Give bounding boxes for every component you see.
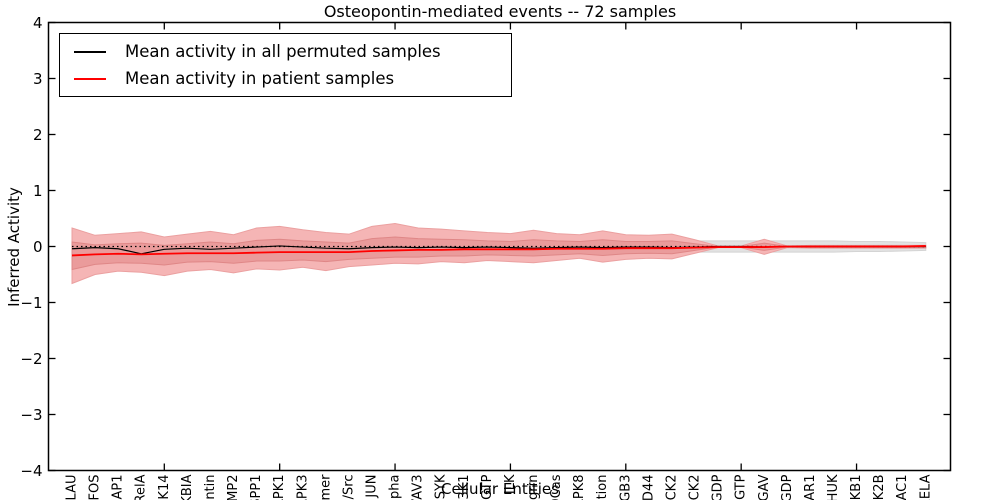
- x-category-label: RELA: [918, 474, 933, 500]
- y-tick-label: 0: [33, 238, 43, 256]
- x-category-label: MAP3K14: [157, 475, 172, 500]
- x-category-label: MAPK1: [272, 475, 287, 500]
- patient-mean-line: [71, 245, 926, 257]
- legend-item-permuted: Mean activity in all permuted samples: [60, 39, 511, 65]
- x-category-label: NF kappa B1 p50/RelA: [134, 474, 149, 500]
- y-tick-label: 2: [33, 126, 43, 144]
- x-category-label: Rac1/GTP: [480, 474, 495, 500]
- y-tick-label: 3: [33, 70, 43, 88]
- x-category-label: RAC1: [895, 475, 910, 500]
- patient-line-swatch: [74, 77, 106, 80]
- x-category-label: alphaV/beta3 Integrin/Osteopontin/Src: [341, 475, 356, 500]
- y-tick-label: −1: [20, 294, 42, 312]
- x-category-label: ILK: [503, 474, 518, 494]
- y-tick-label: −3: [20, 406, 42, 424]
- x-category-label: ITGAV: [757, 474, 772, 500]
- legend: Mean activity in all permuted samples Me…: [59, 33, 512, 97]
- x-category-label: IKK alpha homodimer: [318, 474, 333, 500]
- chart-title: Osteopontin-mediated events -- 72 sample…: [323, 2, 677, 21]
- x-category-label: mol:GTP: [734, 474, 749, 500]
- legend-label-patient: Mean activity in patient samples: [125, 69, 395, 88]
- x-category-label: bone resorption: [595, 475, 610, 500]
- x-category-label: CD44: [641, 475, 656, 500]
- y-axis-label: Inferred Activity: [5, 187, 23, 307]
- x-category-label: mol:GDP: [711, 474, 726, 500]
- x-category-label: ITGB3: [618, 475, 633, 500]
- x-category-label: MMP2: [226, 475, 241, 500]
- x-category-label: MAP3K1: [457, 475, 472, 500]
- y-tick-label: −4: [20, 462, 42, 480]
- x-category-label: FOS: [88, 475, 103, 500]
- permuted-line-swatch: [74, 50, 106, 53]
- y-tick-label: −2: [20, 350, 42, 368]
- legend-label-permuted: Mean activity in all permuted samples: [125, 42, 441, 61]
- x-category-label: JUN: [364, 475, 379, 499]
- x-category-label: Rac1/GDP: [780, 474, 795, 500]
- x-category-label: SPP1: [249, 475, 264, 500]
- x-category-label: NFKB1: [849, 475, 864, 500]
- x-axis-label: Cellular Entities: [441, 480, 559, 498]
- x-category-label: PYK2/p130Cas: [549, 474, 564, 500]
- x-category-label: PLAU: [65, 475, 80, 500]
- x-category-label: alphaV/beta3 Integrin/Osteopontin: [203, 475, 218, 500]
- x-category-label: ROCK2: [688, 475, 703, 500]
- x-category-label: VAV3: [411, 475, 426, 500]
- x-category-label: CHUK: [826, 474, 841, 500]
- y-tick-label: 4: [33, 14, 43, 32]
- legend-item-patient: Mean activity in patient samples: [60, 66, 511, 92]
- y-tick-label: 1: [33, 182, 43, 200]
- x-category-label: NF kappa B1 p50/RelA/I kappa B alpha: [388, 475, 403, 500]
- x-category-label: MAPK3: [295, 475, 310, 500]
- x-category-label: MAPK8: [572, 475, 587, 500]
- x-category-label: NFKBIA: [180, 474, 195, 500]
- x-category-label: alphaV beta3 Integrin: [526, 475, 541, 500]
- x-category-label: CD44/Rho Family GTPase/ROCK2: [664, 475, 679, 500]
- x-category-label: AP1: [111, 475, 126, 500]
- x-category-label: BCAR1: [803, 475, 818, 500]
- patient-inner-band: [71, 236, 927, 271]
- x-category-label: SYK: [434, 474, 449, 499]
- x-category-label: PTK2B: [872, 475, 887, 500]
